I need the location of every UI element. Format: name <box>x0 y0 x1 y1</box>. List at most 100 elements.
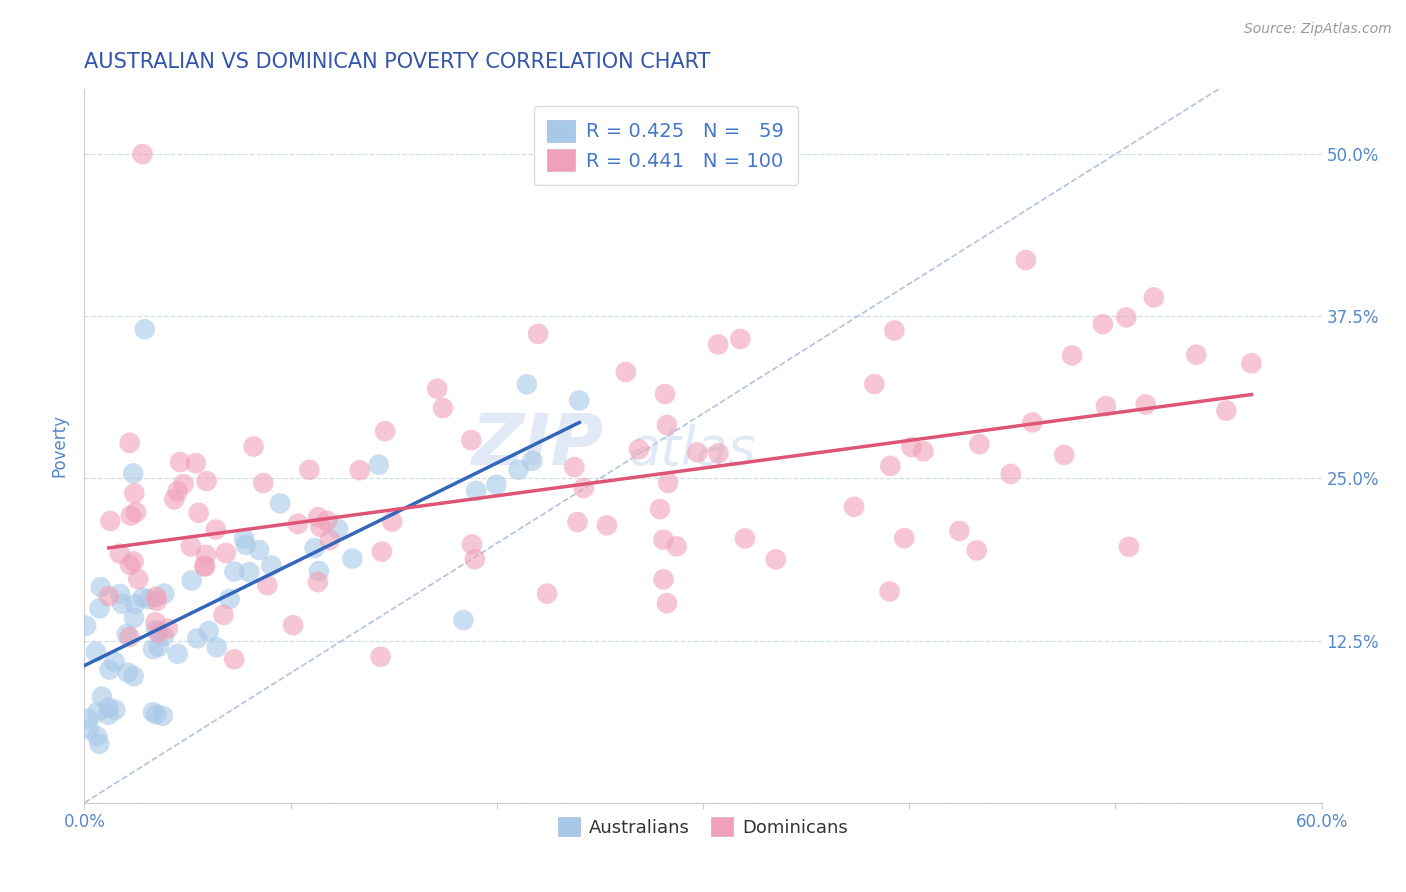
Point <box>652 572 675 586</box>
Point <box>863 377 886 392</box>
Point <box>281 618 304 632</box>
Point <box>316 514 339 528</box>
Point <box>309 520 332 534</box>
Point <box>349 463 371 477</box>
Point <box>198 624 221 638</box>
Point <box>120 508 142 523</box>
Point <box>233 532 256 546</box>
Point <box>707 446 730 460</box>
Point <box>180 540 202 554</box>
Point <box>212 607 235 622</box>
Point <box>115 627 138 641</box>
Point <box>522 454 544 468</box>
Legend: Australians, Dominicans: Australians, Dominicans <box>551 810 855 844</box>
Point <box>118 558 141 572</box>
Point <box>215 546 238 560</box>
Point <box>98 663 121 677</box>
Point <box>146 594 169 608</box>
Point <box>166 484 188 499</box>
Text: atlas: atlas <box>628 424 756 475</box>
Point <box>1021 416 1043 430</box>
Point <box>614 365 637 379</box>
Point <box>117 665 139 680</box>
Point <box>465 483 488 498</box>
Point <box>879 458 901 473</box>
Point <box>90 690 112 704</box>
Point <box>568 393 591 408</box>
Point <box>298 463 321 477</box>
Point <box>1118 540 1140 554</box>
Point <box>184 456 207 470</box>
Point <box>148 625 170 640</box>
Point <box>180 574 202 588</box>
Point <box>308 564 330 578</box>
Point <box>142 705 165 719</box>
Point <box>86 706 108 720</box>
Point <box>108 547 131 561</box>
Point <box>77 723 100 737</box>
Point <box>125 505 148 519</box>
Point <box>464 552 486 566</box>
Point <box>97 700 120 714</box>
Point <box>186 632 208 646</box>
Point <box>1215 403 1237 417</box>
Point <box>260 558 283 573</box>
Point <box>665 539 688 553</box>
Point <box>145 615 167 630</box>
Point <box>138 592 160 607</box>
Point <box>765 552 787 566</box>
Point <box>256 578 278 592</box>
Point <box>527 326 550 341</box>
Point <box>142 642 165 657</box>
Point <box>98 514 121 528</box>
Point <box>287 516 309 531</box>
Point <box>97 590 120 604</box>
Point <box>242 440 264 454</box>
Point <box>163 492 186 507</box>
Point <box>966 543 988 558</box>
Point <box>319 533 342 547</box>
Point <box>108 587 131 601</box>
Point <box>1091 317 1114 331</box>
Point <box>371 544 394 558</box>
Point <box>86 730 108 744</box>
Point <box>1000 467 1022 481</box>
Point <box>153 629 176 643</box>
Y-axis label: Poverty: Poverty <box>51 415 69 477</box>
Point <box>453 613 475 627</box>
Point <box>205 523 228 537</box>
Point <box>247 543 270 558</box>
Point <box>432 401 454 415</box>
Point <box>655 417 678 432</box>
Point <box>567 515 589 529</box>
Point <box>145 707 167 722</box>
Point <box>326 522 349 536</box>
Point <box>893 531 915 545</box>
Point <box>307 575 329 590</box>
Point <box>564 460 586 475</box>
Point <box>1135 397 1157 411</box>
Point <box>654 387 676 401</box>
Point <box>75 619 97 633</box>
Point <box>118 630 141 644</box>
Point <box>104 703 127 717</box>
Point <box>77 712 100 726</box>
Point <box>131 147 153 161</box>
Text: AUSTRALIAN VS DOMINICAN POVERTY CORRELATION CHART: AUSTRALIAN VS DOMINICAN POVERTY CORRELAT… <box>84 53 711 72</box>
Point <box>374 424 396 438</box>
Point <box>1060 349 1083 363</box>
Point <box>122 554 145 568</box>
Point <box>84 645 107 659</box>
Point <box>879 584 901 599</box>
Point <box>461 537 484 551</box>
Point <box>148 640 170 654</box>
Point <box>1015 253 1038 268</box>
Point <box>596 518 619 533</box>
Point <box>111 597 134 611</box>
Point <box>1185 348 1208 362</box>
Point <box>572 481 595 495</box>
Point <box>224 565 246 579</box>
Point <box>127 572 149 586</box>
Point <box>194 559 217 574</box>
Point <box>307 510 329 524</box>
